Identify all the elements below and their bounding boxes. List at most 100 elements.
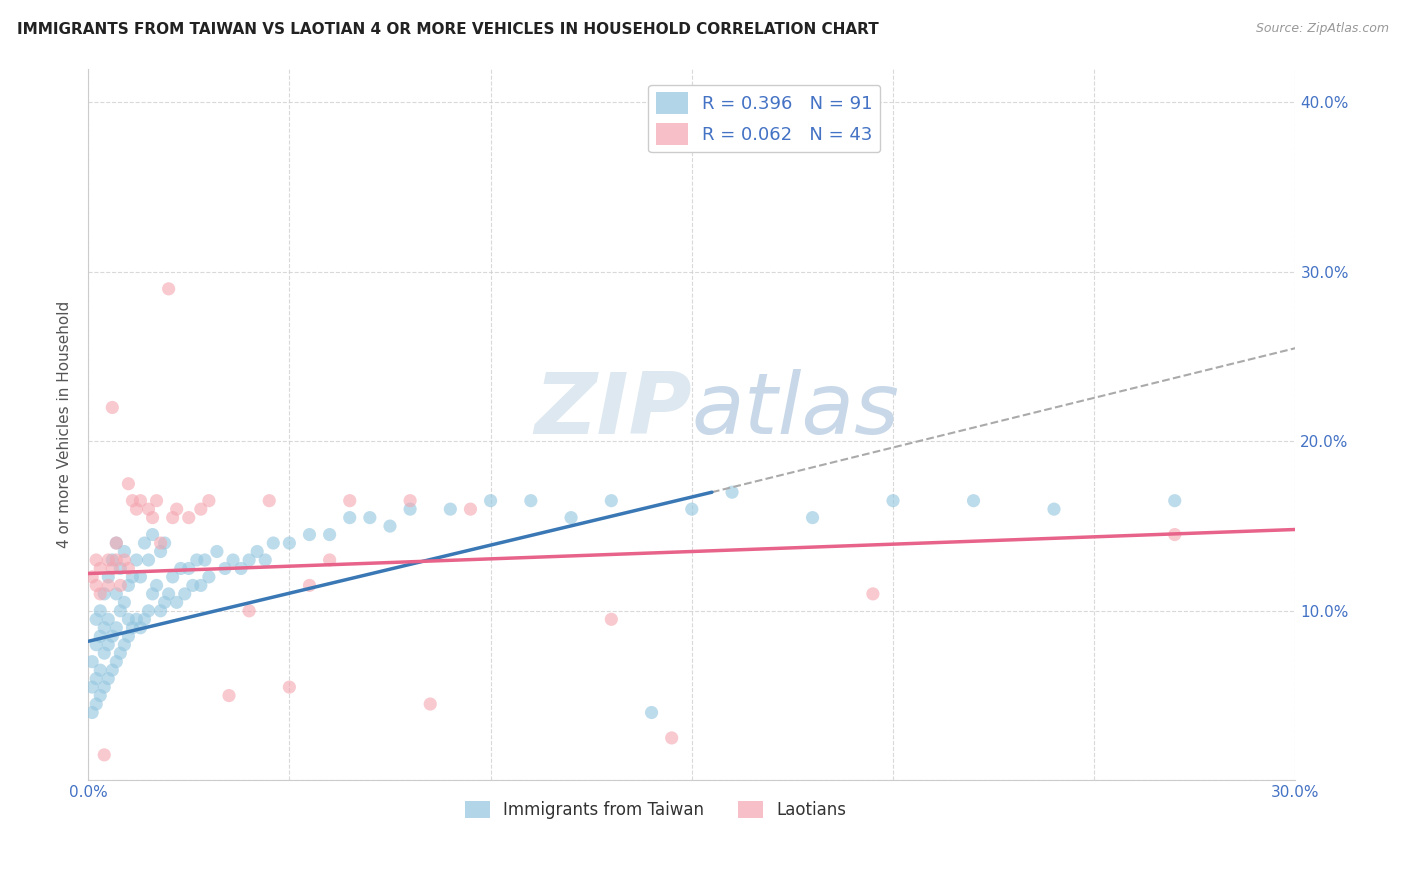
Point: [721, 485, 744, 500]
Point: [89, 689, 111, 703]
Point: [460, 502, 482, 516]
Point: [82, 655, 104, 669]
Point: [97, 672, 120, 686]
Point: [278, 680, 301, 694]
Point: [399, 502, 422, 516]
Point: [138, 553, 160, 567]
Point: [298, 527, 321, 541]
Point: [681, 502, 703, 516]
Point: [134, 536, 156, 550]
Point: [82, 706, 104, 720]
Point: [479, 493, 502, 508]
Point: [84, 697, 107, 711]
Point: [101, 561, 124, 575]
Point: [121, 621, 143, 635]
Point: [378, 519, 401, 533]
Point: [190, 502, 212, 516]
Point: [801, 510, 824, 524]
Point: [112, 595, 135, 609]
Point: [205, 544, 228, 558]
Text: ZIP: ZIP: [534, 368, 692, 451]
Point: [105, 536, 128, 550]
Point: [419, 697, 441, 711]
Point: [198, 493, 221, 508]
Point: [153, 595, 176, 609]
Point: [112, 553, 135, 567]
Point: [101, 629, 124, 643]
Point: [141, 527, 163, 541]
Point: [101, 553, 124, 567]
Point: [97, 578, 120, 592]
Point: [112, 544, 135, 558]
Point: [93, 680, 115, 694]
Point: [84, 612, 107, 626]
Text: atlas: atlas: [692, 368, 900, 451]
Point: [1164, 527, 1187, 541]
Text: Source: ZipAtlas.com: Source: ZipAtlas.com: [1256, 22, 1389, 36]
Y-axis label: 4 or more Vehicles in Household: 4 or more Vehicles in Household: [58, 301, 72, 548]
Point: [110, 646, 132, 660]
Point: [110, 578, 132, 592]
Point: [101, 401, 124, 415]
Point: [89, 561, 111, 575]
Point: [882, 493, 904, 508]
Point: [129, 621, 152, 635]
Point: [117, 561, 139, 575]
Point: [177, 561, 200, 575]
Point: [93, 621, 115, 635]
Point: [105, 587, 128, 601]
Point: [125, 553, 148, 567]
Point: [97, 553, 120, 567]
Point: [89, 629, 111, 643]
Point: [149, 604, 172, 618]
Point: [105, 553, 128, 567]
Point: [117, 612, 139, 626]
Point: [198, 570, 221, 584]
Point: [181, 578, 204, 592]
Point: [339, 493, 361, 508]
Point: [121, 570, 143, 584]
Point: [117, 629, 139, 643]
Point: [82, 680, 104, 694]
Point: [661, 731, 683, 745]
Point: [177, 510, 200, 524]
Point: [93, 587, 115, 601]
Point: [1164, 493, 1187, 508]
Point: [229, 561, 252, 575]
Point: [560, 510, 582, 524]
Point: [141, 510, 163, 524]
Point: [82, 570, 104, 584]
Point: [121, 493, 143, 508]
Point: [97, 612, 120, 626]
Point: [186, 553, 208, 567]
Point: [318, 553, 340, 567]
Point: [84, 672, 107, 686]
Point: [238, 553, 260, 567]
Point: [138, 604, 160, 618]
Point: [93, 747, 115, 762]
Point: [238, 604, 260, 618]
Point: [141, 587, 163, 601]
Point: [105, 655, 128, 669]
Point: [166, 595, 188, 609]
Point: [110, 561, 132, 575]
Point: [89, 604, 111, 618]
Point: [173, 587, 195, 601]
Point: [359, 510, 381, 524]
Point: [84, 638, 107, 652]
Point: [149, 536, 172, 550]
Point: [170, 561, 193, 575]
Point: [166, 502, 188, 516]
Point: [157, 282, 180, 296]
Point: [190, 578, 212, 592]
Point: [112, 638, 135, 652]
Text: IMMIGRANTS FROM TAIWAN VS LAOTIAN 4 OR MORE VEHICLES IN HOUSEHOLD CORRELATION CH: IMMIGRANTS FROM TAIWAN VS LAOTIAN 4 OR M…: [17, 22, 879, 37]
Point: [298, 578, 321, 592]
Point: [125, 612, 148, 626]
Point: [97, 638, 120, 652]
Point: [117, 476, 139, 491]
Point: [105, 621, 128, 635]
Point: [149, 544, 172, 558]
Point: [84, 553, 107, 567]
Point: [153, 536, 176, 550]
